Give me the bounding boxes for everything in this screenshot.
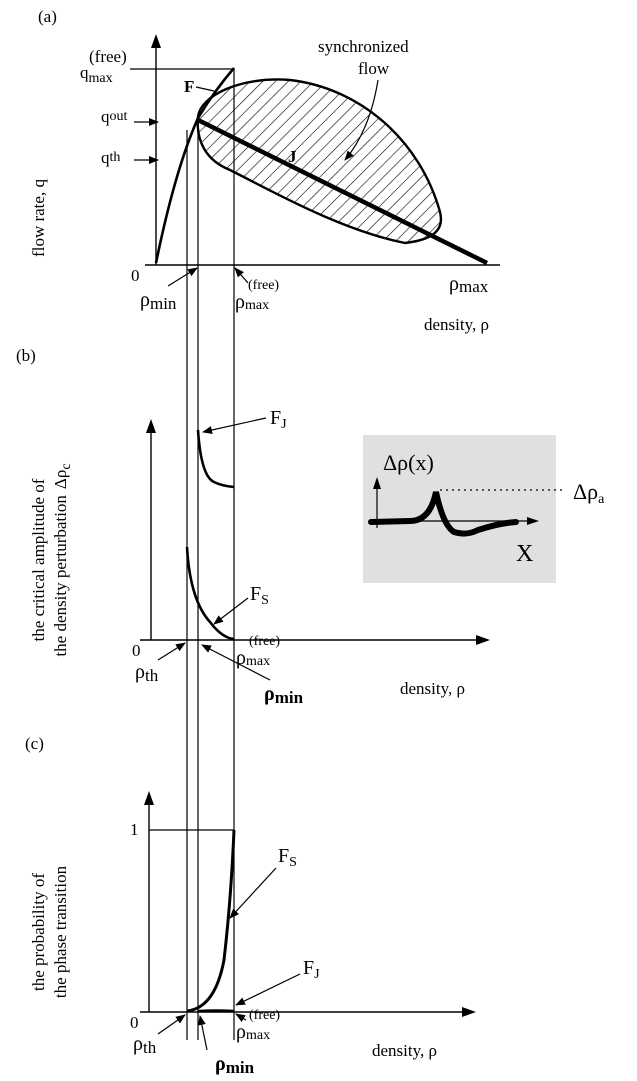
rho-min-pointer-b — [201, 644, 271, 681]
line-j-label: J — [288, 147, 297, 166]
panel-a-ylabel: flow rate, q — [29, 179, 48, 257]
panel-c-x-axis-arrow — [462, 1007, 476, 1017]
panel-c-tag: (c) — [25, 734, 44, 753]
inset-x-arrow — [527, 517, 539, 525]
rho-free-sup: (free) — [248, 278, 279, 293]
rho-free-label-c: ρmax — [236, 1021, 270, 1043]
rho-max-label: ρmax — [449, 273, 489, 296]
inset-ylabel: Δρ(x) — [383, 450, 434, 475]
inset-background — [363, 435, 556, 583]
inset-perturbation-curve — [368, 491, 519, 537]
fs-label-b: FS — [250, 583, 269, 608]
inset-y-arrow — [373, 477, 381, 489]
rho-th-label-b: ρth — [135, 661, 159, 685]
qth-label: qth — [101, 148, 120, 167]
panel-a-zero: 0 — [131, 266, 140, 285]
panel-c-one: 1 — [130, 820, 139, 839]
panel-c-xlabel: density, ρ — [372, 1041, 437, 1060]
panel-a: (a) flow rate, q qmax (free) qout qth F … — [29, 7, 500, 334]
panel-a-y-axis-arrow — [151, 34, 161, 48]
curve-fs — [185, 546, 235, 641]
rho-free-label-b: ρmax — [236, 647, 270, 669]
curve-fj-c — [197, 1009, 235, 1013]
fj-label-c: FJ — [303, 957, 320, 982]
fs-pointer-c — [229, 867, 277, 919]
rho-min-pointer — [167, 267, 198, 287]
rho-min-label-c: ρmin — [215, 1053, 255, 1077]
vertical-guides — [186, 68, 235, 1040]
rho-th-label-c: ρth — [133, 1033, 157, 1057]
fj-label-b: FJ — [270, 407, 287, 432]
panel-c-ylabel-2: the phase transition — [51, 865, 70, 998]
sync-pointer — [344, 79, 379, 161]
inset-amplitude-label: Δρa — [573, 479, 605, 507]
qmax-label: qmax — [80, 63, 113, 86]
panel-b-xlabel: density, ρ — [400, 679, 465, 698]
inset: Δρ(x) X — [363, 435, 566, 583]
qout-label: qout — [101, 107, 128, 126]
rho-free-sup-b: (free) — [249, 634, 280, 649]
inset-xlabel: X — [516, 541, 533, 567]
panel-c-zero: 0 — [130, 1013, 139, 1032]
panel-b: (b) the critical amplitude of the densit… — [16, 346, 605, 707]
panel-b-ylabel-2: the density perturbationΔρc — [51, 463, 74, 656]
panel-b-x-axis-arrow — [476, 635, 490, 645]
rho-th-pointer-b — [157, 642, 186, 661]
panel-b-y-axis-arrow — [146, 419, 156, 433]
fs-pointer-b — [213, 597, 249, 625]
panel-b-tag: (b) — [16, 346, 36, 365]
panel-b-ylabel-1: the critical amplitude of — [29, 478, 48, 641]
rho-free-sup-c: (free) — [249, 1008, 280, 1023]
rho-min-label-b: ρmin — [264, 683, 304, 707]
fs-label-c: FS — [278, 845, 297, 870]
panel-c-y-axis-arrow — [144, 791, 154, 805]
panel-a-tag: (a) — [38, 7, 57, 26]
panel-c: (c) the probability of the phase transit… — [25, 734, 476, 1077]
panel-a-xlabel: density, ρ — [424, 315, 489, 334]
free-flow-label: F — [184, 77, 194, 96]
rho-min-pointer-c — [197, 1015, 208, 1051]
panel-c-ylabel-1: the probability of — [29, 873, 48, 991]
sync-label-2: flow — [358, 59, 390, 78]
qmax-sup: (free) — [89, 47, 127, 66]
curve-fs-c — [186, 829, 236, 1013]
line-j — [197, 117, 488, 266]
synchronized-flow-region — [196, 78, 443, 245]
panel-b-zero: 0 — [132, 641, 141, 660]
rho-th-pointer-c — [157, 1014, 186, 1035]
rho-free-label: ρmax — [235, 291, 269, 313]
rho-min-label: ρmin — [140, 289, 177, 313]
rho-free-pointer — [234, 267, 249, 284]
free-flow-pointer — [195, 86, 215, 92]
curve-fj — [196, 429, 235, 489]
fj-pointer-b — [202, 417, 267, 434]
free-flow-branch — [154, 67, 235, 264]
sync-label-1: synchronized — [318, 37, 409, 56]
fj-pointer-c — [235, 973, 301, 1006]
rho-free-pointer-c — [235, 1013, 247, 1023]
